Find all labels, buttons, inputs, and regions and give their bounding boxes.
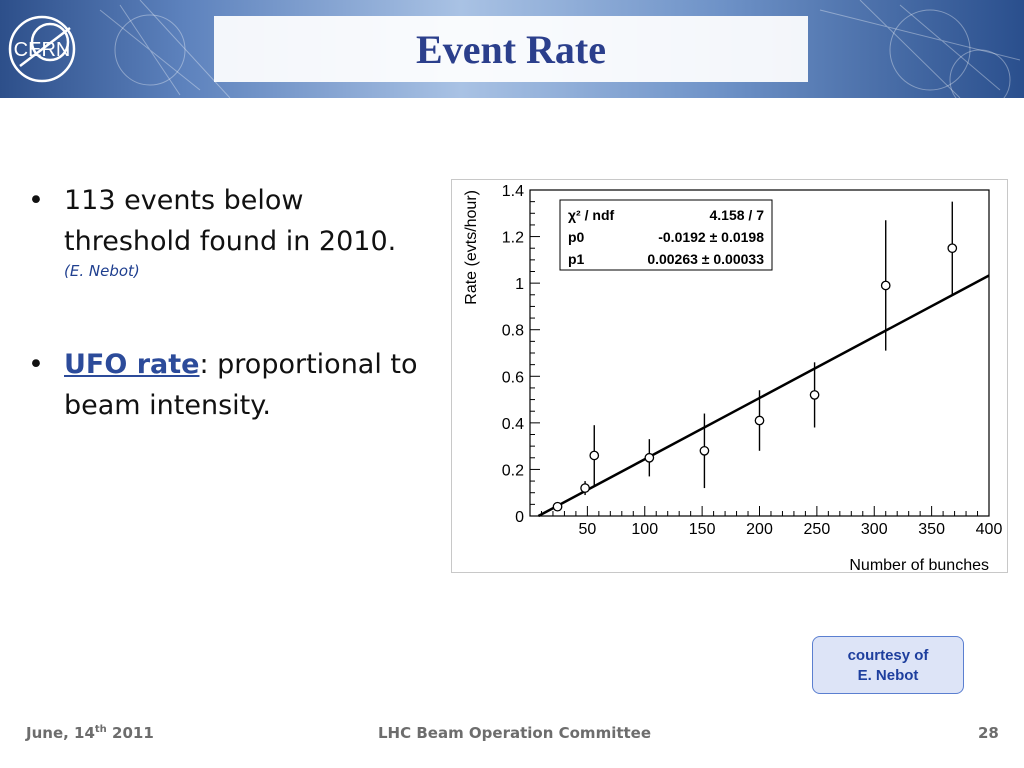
y-axis-label: Rate (evts/hour) <box>463 190 480 305</box>
y-tick-label: 0.6 <box>502 369 524 386</box>
courtesy-box: courtesy of E. Nebot <box>812 636 964 694</box>
y-tick-label: 1.4 <box>502 183 524 200</box>
x-tick-label: 350 <box>918 521 945 538</box>
data-point <box>699 445 710 456</box>
x-tick-label: 250 <box>804 521 831 538</box>
y-tick-label: 0.8 <box>502 323 524 340</box>
data-point <box>947 243 958 254</box>
stats-label: p0 <box>568 229 585 245</box>
x-tick-label: 200 <box>746 521 773 538</box>
footer-date-suffix: 2011 <box>106 724 154 742</box>
footer-date-prefix: June, 14 <box>26 724 95 742</box>
x-axis-label: Number of bunches <box>849 557 989 572</box>
courtesy-line1: courtesy of <box>847 647 929 664</box>
stats-value: 0.00263 ± 0.00033 <box>647 251 764 267</box>
logo-text: CERN <box>14 39 71 61</box>
bullet-ufo: • UFO rate: proportional to beam intensi… <box>24 344 434 426</box>
data-point <box>552 501 563 512</box>
y-tick-label: 0 <box>515 509 524 526</box>
bullet-dot: • <box>28 185 44 216</box>
bullet-dot: • <box>28 349 44 380</box>
rate-chart: 0 0.2 0.4 0.6 0.8 1 1.2 1.4 50 100 150 200 250 300 350… <box>463 183 1003 572</box>
y-tick-label: 0.4 <box>502 416 524 433</box>
data-point <box>589 450 600 461</box>
data-point <box>880 280 891 291</box>
footer-center: LHC Beam Operation Committee <box>378 724 652 742</box>
x-tick-label: 150 <box>689 521 716 538</box>
fit-line <box>537 274 990 518</box>
chart-frame: 0 0.2 0.4 0.6 0.8 1 1.2 1.4 50 100 150 200 250 300 350… <box>451 179 1008 573</box>
x-tick-label: 100 <box>631 521 658 538</box>
data-point <box>809 390 820 400</box>
y-tick-label: 1.2 <box>502 230 524 247</box>
stats-label: p1 <box>568 251 585 267</box>
bullet-events-note: (E. Nebot) <box>64 262 140 280</box>
cern-logo: CERN <box>0 6 92 92</box>
banner-decoration <box>99 0 1021 98</box>
data-point <box>754 415 765 426</box>
header-banner: CERN Event Rate <box>0 0 1024 98</box>
bullet-events-line1: 113 events below <box>64 185 304 216</box>
ufo-rate-link[interactable]: UFO rate <box>64 349 200 380</box>
bullet-ufo-rest: : proportional to <box>199 349 418 380</box>
courtesy-line2: E. Nebot <box>857 667 919 684</box>
bullet-events-line2: threshold found in 2010. <box>64 226 397 257</box>
footer-date-sup: th <box>94 724 107 735</box>
bullet-list: • 113 events below threshold found in 20… <box>24 180 434 426</box>
y-tick-label: 1 <box>515 276 524 293</box>
data-point <box>580 483 590 493</box>
x-tick-label: 50 <box>578 521 596 538</box>
data-point <box>644 452 655 463</box>
page-number: 28 <box>978 724 999 742</box>
x-tick-label: 400 <box>976 521 1003 538</box>
y-tick-label: 0.2 <box>502 462 524 479</box>
bullet-ufo-line2: beam intensity. <box>64 390 271 421</box>
x-tick-label: 300 <box>861 521 888 538</box>
footer-date: June, 14th 2011 <box>26 724 154 742</box>
bullet-events: • 113 events below threshold found in 20… <box>24 180 434 280</box>
page-title: Event Rate <box>416 26 606 72</box>
stats-box <box>559 199 773 271</box>
title-box: Event Rate <box>214 16 808 82</box>
stats-value: 4.158 / 7 <box>710 207 765 223</box>
stats-value: -0.0192 ± 0.0198 <box>658 229 764 245</box>
stats-label: χ² / ndf <box>568 207 614 223</box>
